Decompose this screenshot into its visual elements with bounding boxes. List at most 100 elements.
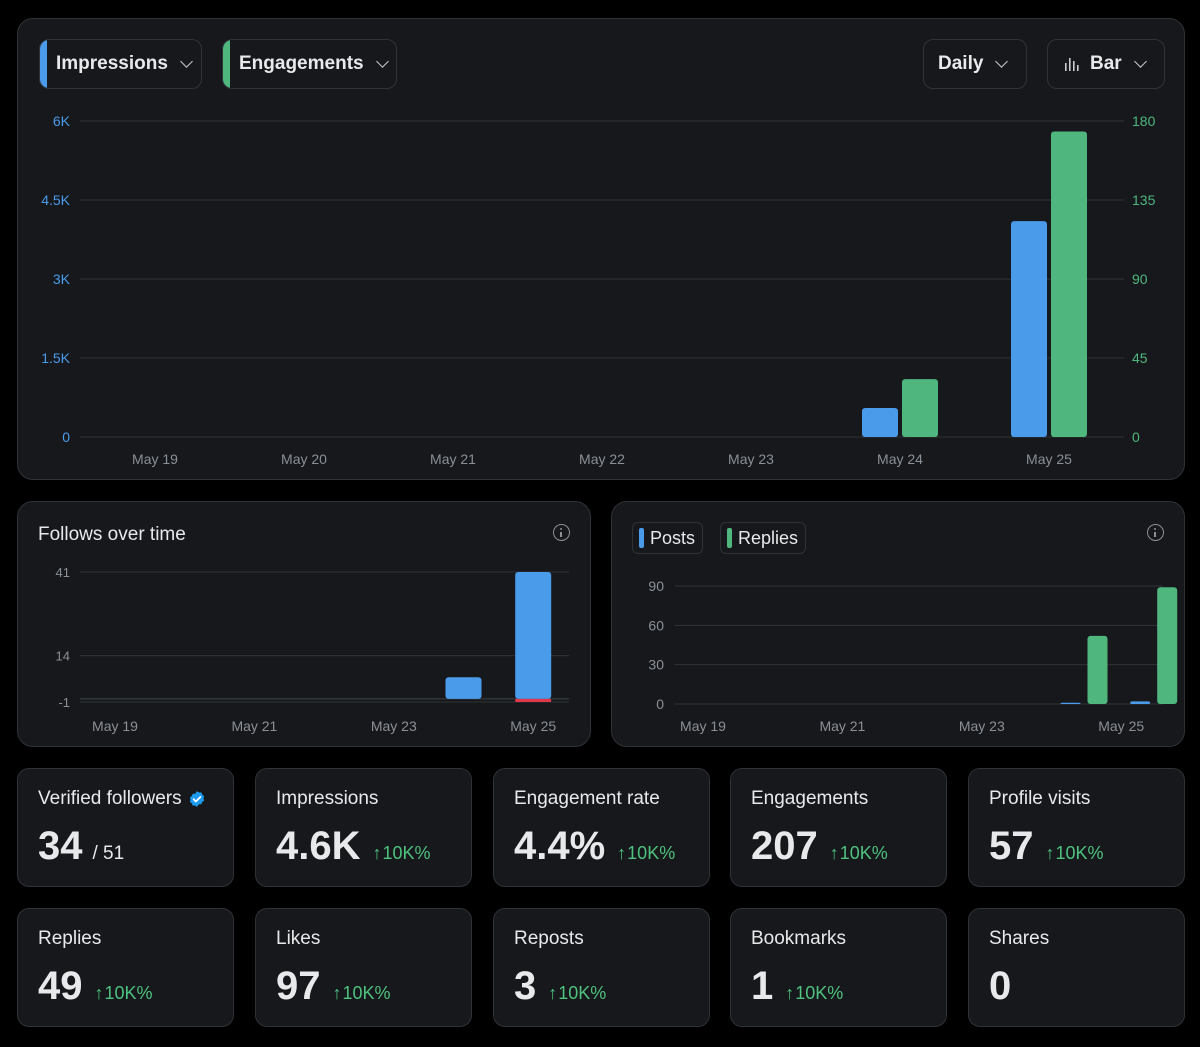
left-axis-tick-label: 0 — [62, 429, 70, 445]
chart-type-dropdown-label: Bar — [1090, 53, 1122, 74]
impressions-engagements-chart: 0 1.5K 3K 4.5K 6K 0 45 90 135 180 May 19 May 20 May … — [41, 113, 1156, 467]
arrow-up-icon: ↑ — [332, 983, 342, 1003]
stat-value: 1 — [751, 964, 774, 1008]
follows-bar — [515, 572, 552, 699]
stat-title: Bookmarks — [751, 928, 846, 950]
x-axis-tick-label: May 23 — [371, 718, 417, 734]
info-icon[interactable] — [1147, 524, 1164, 541]
stat-value: 207 — [751, 824, 818, 868]
stat-card-impressions[interactable]: Impressions 4.6K ↑ 10K% — [255, 768, 472, 887]
arrow-up-icon: ↑ — [94, 983, 104, 1003]
stat-card-engagement-rate[interactable]: Engagement rate 4.4% ↑ 10K% — [493, 768, 710, 887]
stat-change-value: 10K% — [558, 983, 607, 1003]
bar-chart-icon — [1065, 58, 1079, 71]
stat-title-text: Verified followers — [38, 788, 182, 809]
posts-legend-toggle[interactable]: Posts — [632, 522, 704, 554]
stat-card-likes[interactable]: Likes 97 ↑ 10K% — [255, 908, 472, 1027]
stat-value-row: 97 ↑ 10K% — [276, 964, 391, 1009]
stat-value: 97 — [276, 964, 321, 1008]
stat-title-text: Replies — [38, 928, 102, 949]
x-axis-tick-label: May 25 — [1098, 718, 1144, 734]
y-axis-tick-label: 14 — [56, 649, 70, 664]
chart-type-dropdown[interactable]: Bar — [1047, 39, 1165, 89]
x-axis-tick-label: May 24 — [877, 451, 923, 467]
stat-card-bookmarks[interactable]: Bookmarks 1 ↑ 10K% — [730, 908, 947, 1027]
x-axis-tick-label: May 21 — [430, 451, 476, 467]
stat-value-row: 4.4% ↑ 10K% — [514, 824, 675, 869]
right-axis-tick-label: 90 — [1132, 271, 1148, 287]
right-axis-tick-label: 45 — [1132, 350, 1148, 366]
x-axis-tick-label: May 23 — [728, 451, 774, 467]
follows-panel-title: Follows over time — [38, 524, 186, 545]
stat-change-value: 10K% — [839, 843, 888, 863]
right-axis-tick-label: 0 — [1132, 429, 1140, 445]
stat-change: ↑ 10K% — [333, 983, 391, 1004]
period-dropdown-label: Daily — [938, 53, 984, 74]
stat-change-value: 10K% — [342, 983, 391, 1003]
engagements-bar — [1051, 131, 1087, 437]
period-dropdown[interactable]: Daily — [923, 39, 1027, 89]
stat-change-value: 10K% — [104, 983, 153, 1003]
stat-change: ↑ 10K% — [373, 843, 431, 864]
replies-bar — [1157, 587, 1178, 704]
stat-title-text: Reposts — [514, 928, 584, 949]
stat-title-text: Engagements — [751, 788, 869, 809]
replies-color-marker — [727, 528, 732, 548]
left-axis-tick-label: 4.5K — [41, 192, 70, 208]
stat-value: 4.6K — [276, 824, 361, 868]
stat-value-row: 3 ↑ 10K% — [514, 964, 606, 1009]
y-axis-tick-label: 30 — [648, 657, 664, 673]
arrow-up-icon: ↑ — [617, 843, 627, 863]
posts-replies-chart: 0 30 60 90 May 19 May 21 May 23 May 25 — [648, 578, 1178, 734]
replies-bar — [1087, 635, 1108, 704]
stat-title-text: Impressions — [276, 788, 379, 809]
x-axis-tick-label: May 22 — [579, 451, 625, 467]
stat-card-profile-visits[interactable]: Profile visits 57 ↑ 10K% — [968, 768, 1185, 887]
replies-legend-toggle[interactable]: Replies — [720, 522, 807, 554]
stat-value: 34 — [38, 824, 83, 868]
arrow-up-icon: ↑ — [829, 843, 839, 863]
stat-card-shares[interactable]: Shares 0 — [968, 908, 1185, 1027]
stat-title-text: Engagement rate — [514, 788, 660, 809]
stat-change: ↑ 10K% — [617, 843, 675, 864]
stat-card-reposts[interactable]: Reposts 3 ↑ 10K% — [493, 908, 710, 1027]
y-axis-tick-label: 41 — [56, 565, 70, 580]
y-axis-tick-label: 90 — [648, 578, 664, 594]
stat-title: Verified followers — [38, 788, 206, 810]
posts-replies-panel: Posts Replies 0 30 60 90 May 19 May 21 May 23 M… — [611, 501, 1185, 747]
impressions-bar — [862, 408, 898, 437]
stat-title-text: Shares — [989, 928, 1050, 949]
impressions-dropdown-label: Impressions — [56, 53, 168, 74]
engagements-metric-dropdown[interactable]: Engagements — [222, 39, 397, 89]
stat-change-value: 10K% — [627, 843, 676, 863]
arrow-up-icon: ↑ — [548, 983, 558, 1003]
posts-bar — [1060, 702, 1081, 704]
impressions-metric-dropdown[interactable]: Impressions — [39, 39, 202, 89]
x-axis-tick-label: May 19 — [132, 451, 178, 467]
y-axis-tick-label: 0 — [656, 696, 664, 712]
arrow-up-icon: ↑ — [372, 843, 382, 863]
verified-badge-icon — [189, 791, 204, 807]
stat-value-row: 0 — [989, 964, 1011, 1009]
impressions-bar — [1011, 221, 1047, 437]
stat-title: Profile visits — [989, 788, 1090, 810]
x-axis-tick-label: May 25 — [1026, 451, 1072, 467]
posts-bar — [1130, 701, 1151, 704]
follows-chart: -1 14 41 May 19 May 21 May 23 May 25 — [56, 565, 569, 734]
x-axis-tick-label: May 23 — [959, 718, 1005, 734]
stat-total: / 51 — [92, 843, 125, 864]
stat-card-verified-followers[interactable]: Verified followers 34 / 51 — [17, 768, 234, 887]
right-axis-tick-label: 180 — [1132, 113, 1156, 129]
stat-change: ↑ 10K% — [785, 983, 843, 1004]
y-axis-tick-label: -1 — [58, 695, 70, 710]
stat-card-engagements[interactable]: Engagements 207 ↑ 10K% — [730, 768, 947, 887]
stat-title: Engagements — [751, 788, 868, 810]
engagements-color-marker — [223, 40, 230, 88]
info-icon[interactable] — [553, 524, 570, 541]
stat-change: ↑ 10K% — [95, 983, 153, 1004]
stat-value-row: 4.6K ↑ 10K% — [276, 824, 431, 869]
main-chart-panel: Impressions Engagements Daily Bar 0 1.5K 3… — [17, 18, 1185, 480]
stat-card-replies[interactable]: Replies 49 ↑ 10K% — [17, 908, 234, 1027]
stat-value-row: 34 / 51 — [38, 824, 124, 869]
y-axis-tick-label: 60 — [648, 617, 664, 633]
